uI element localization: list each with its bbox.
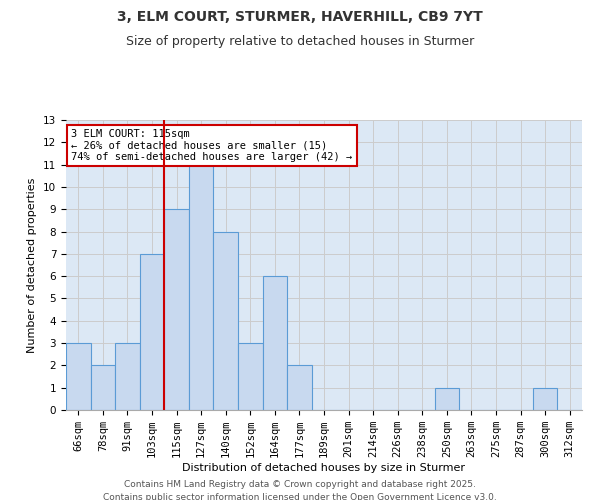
Text: 3, ELM COURT, STURMER, HAVERHILL, CB9 7YT: 3, ELM COURT, STURMER, HAVERHILL, CB9 7Y… <box>117 10 483 24</box>
Text: 3 ELM COURT: 115sqm
← 26% of detached houses are smaller (15)
74% of semi-detach: 3 ELM COURT: 115sqm ← 26% of detached ho… <box>71 128 352 162</box>
Bar <box>189 164 214 410</box>
Bar <box>164 209 189 410</box>
Bar <box>533 388 557 410</box>
Bar <box>140 254 164 410</box>
Bar <box>287 366 312 410</box>
Bar <box>263 276 287 410</box>
Bar <box>434 388 459 410</box>
Bar <box>214 232 238 410</box>
Text: Size of property relative to detached houses in Sturmer: Size of property relative to detached ho… <box>126 35 474 48</box>
Text: Contains public sector information licensed under the Open Government Licence v3: Contains public sector information licen… <box>103 492 497 500</box>
Bar <box>91 366 115 410</box>
X-axis label: Distribution of detached houses by size in Sturmer: Distribution of detached houses by size … <box>182 463 466 473</box>
Bar <box>115 343 140 410</box>
Bar <box>238 343 263 410</box>
Bar <box>66 343 91 410</box>
Y-axis label: Number of detached properties: Number of detached properties <box>28 178 37 352</box>
Text: Contains HM Land Registry data © Crown copyright and database right 2025.: Contains HM Land Registry data © Crown c… <box>124 480 476 489</box>
